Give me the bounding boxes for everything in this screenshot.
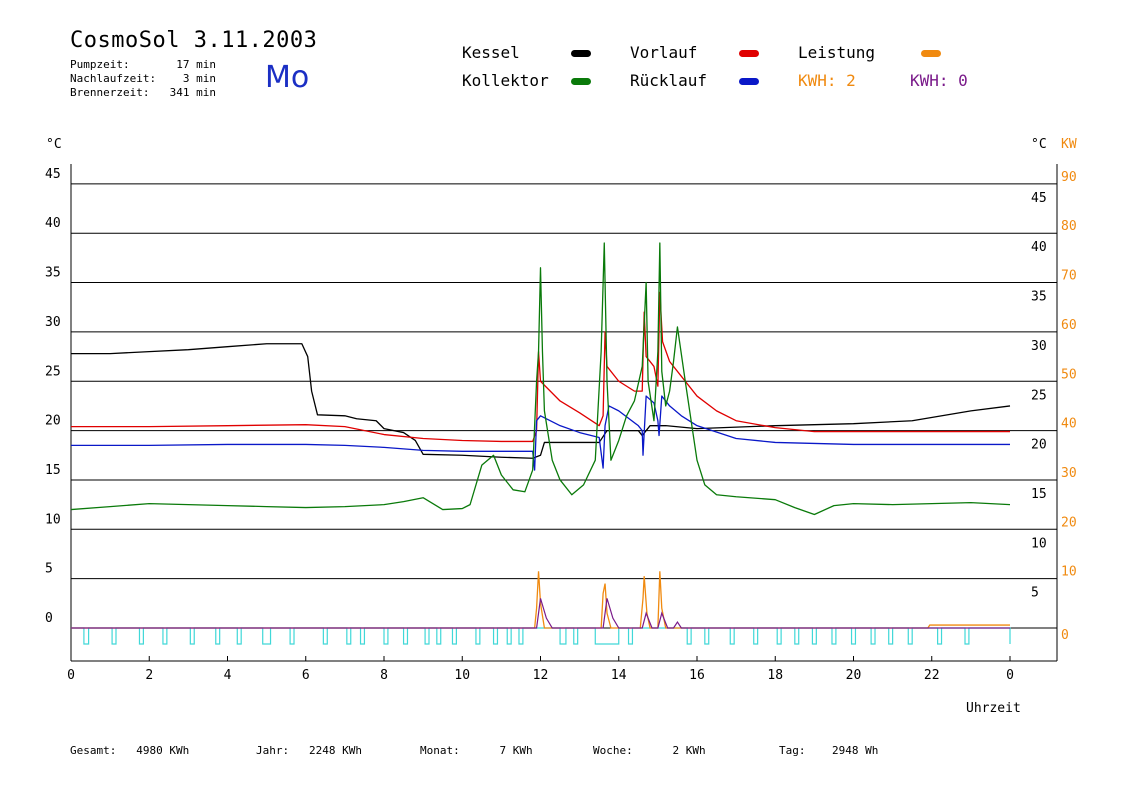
x-tick-label: 4	[224, 668, 232, 683]
y-tick-left: 0	[45, 611, 53, 626]
stat-nachlaufzeit: Nachlaufzeit: 3 min	[70, 72, 216, 85]
series-ruecklauf	[71, 395, 1010, 471]
footer-label: Tag:	[779, 744, 806, 757]
footer-woche: Woche: 2 KWh	[593, 744, 706, 757]
footer-label: Woche:	[593, 744, 633, 757]
y-tick-left: 20	[45, 414, 61, 429]
chart-title: CosmoSol 3.11.2003	[70, 28, 318, 53]
y2-tick-right: 80	[1061, 219, 1077, 234]
x-tick-label: 6	[302, 668, 310, 683]
y-tick-right: 25	[1031, 388, 1047, 403]
footer-value: 2948 Wh	[832, 744, 879, 757]
legend-kollektor: Kollektor	[462, 71, 549, 90]
y2-tick-right: 50	[1061, 367, 1077, 382]
y2-tick-right: 90	[1061, 170, 1077, 185]
stat-pumpzeit: Pumpzeit: 17 min	[70, 58, 216, 71]
stat-label: Brennerzeit:	[70, 86, 150, 99]
legend-vorlauf: Vorlauf	[630, 43, 698, 62]
y-tick-right: 30	[1031, 339, 1047, 354]
x-axis-label: Uhrzeit	[966, 701, 1021, 716]
y-tick-left: 30	[45, 315, 61, 330]
right-axis-unit-kw: KW	[1061, 137, 1077, 152]
stat-value: 341 min	[169, 86, 216, 99]
y-tick-left: 25	[45, 364, 61, 379]
x-tick-label: 12	[533, 668, 549, 683]
series-kessel	[71, 343, 1011, 459]
footer-value: 7 KWh	[499, 744, 533, 757]
x-tick-label: 2	[145, 668, 153, 683]
footer-value: 2 KWh	[672, 744, 706, 757]
series-kwh	[71, 598, 1010, 629]
legend-swatch-kessel	[571, 50, 591, 57]
footer-label: Monat:	[420, 744, 460, 757]
left-axis-unit: °C	[46, 137, 62, 152]
legend-swatch-kollektor	[571, 78, 591, 85]
x-tick-label: 20	[846, 668, 862, 683]
legend-ruecklauf: Rücklauf	[630, 71, 708, 90]
stat-label: Pumpzeit:	[70, 58, 130, 71]
y-tick-right: 20	[1031, 438, 1047, 453]
footer-label: Gesamt:	[70, 744, 117, 757]
y2-tick-right: 30	[1061, 466, 1077, 481]
y-tick-right: 35	[1031, 290, 1047, 305]
footer-label: Jahr:	[256, 744, 290, 757]
legend-swatch-ruecklauf	[739, 78, 759, 85]
stat-label: Nachlaufzeit:	[70, 72, 157, 85]
y2-tick-right: 40	[1061, 417, 1077, 432]
y-tick-left: 35	[45, 266, 61, 281]
legend-kwh-1: KWH: 2	[798, 71, 856, 90]
y-tick-left: 15	[45, 463, 61, 478]
y-tick-right: 10	[1031, 536, 1047, 551]
x-tick-label: 8	[380, 668, 388, 683]
y-tick-left: 5	[45, 562, 53, 577]
y-tick-right: 5	[1031, 586, 1039, 601]
stat-value: 17 min	[176, 58, 216, 71]
footer-value: 4980 KWh	[136, 744, 190, 757]
x-tick-label: 16	[689, 668, 705, 683]
x-tick-label: 22	[924, 668, 940, 683]
legend-leistung: Leistung	[798, 43, 876, 62]
footer-tag: Tag: 2948 Wh	[779, 744, 878, 757]
x-tick-label: 14	[611, 668, 627, 683]
y-tick-left: 10	[45, 512, 61, 527]
footer-gesamt: Gesamt: 4980 KWh	[70, 744, 189, 757]
stat-brennerzeit: Brennerzeit: 341 min	[70, 86, 216, 99]
legend-kwh-2: KWH: 0	[910, 71, 968, 90]
weekday-label: Mo	[265, 60, 310, 95]
y2-tick-right: 20	[1061, 515, 1077, 530]
x-tick-label: 10	[454, 668, 470, 683]
x-tick-label: 0	[67, 668, 75, 683]
series-kollektor	[70, 242, 1011, 516]
y2-tick-right: 60	[1061, 318, 1077, 333]
x-tick-label: 18	[767, 668, 783, 683]
right-axis-unit: °C	[1031, 137, 1047, 152]
y-tick-left: 45	[45, 167, 61, 182]
y2-tick-right: 70	[1061, 269, 1077, 284]
y2-tick-right: 0	[1061, 628, 1069, 643]
legend-swatch-vorlauf	[739, 50, 759, 57]
legend-kessel: Kessel	[462, 43, 520, 62]
legend-swatch-leistung	[921, 50, 941, 57]
stat-value: 3 min	[182, 72, 216, 85]
series-vorlauf	[71, 291, 1010, 443]
footer-jahr: Jahr: 2248 KWh	[256, 744, 362, 757]
y-tick-left: 40	[45, 216, 61, 231]
footer-value: 2248 KWh	[309, 744, 362, 757]
y-tick-right: 45	[1031, 191, 1047, 206]
y2-tick-right: 10	[1061, 565, 1077, 580]
pump-pulse-series	[71, 627, 1011, 645]
y-tick-right: 40	[1031, 240, 1047, 255]
x-tick-label: 0	[1006, 668, 1014, 683]
y-tick-right: 15	[1031, 487, 1047, 502]
footer-monat: Monat: 7 KWh	[420, 744, 533, 757]
